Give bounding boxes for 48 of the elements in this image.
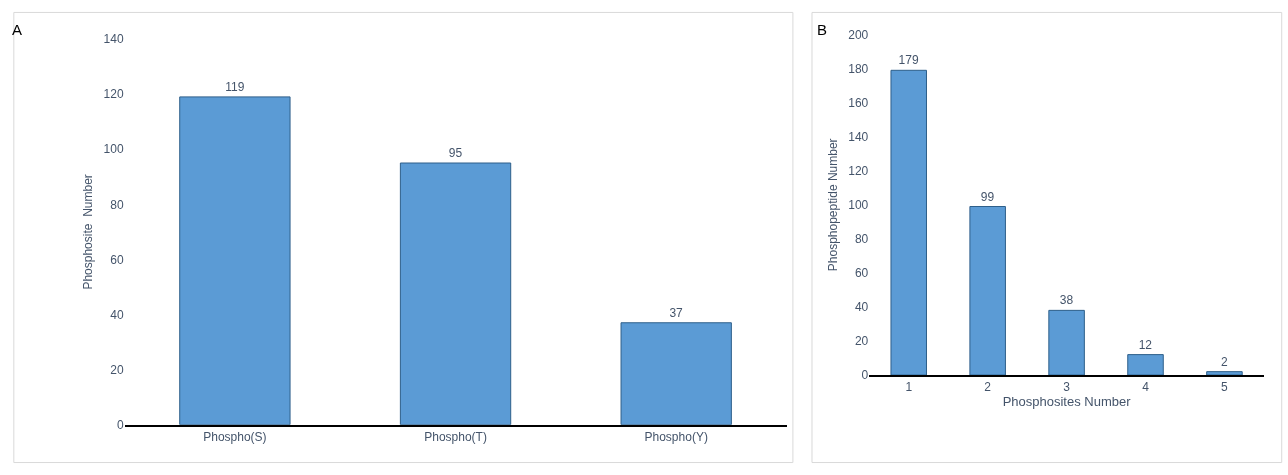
bar (179, 96, 291, 425)
chart-title: B (817, 21, 828, 38)
x-tick-label: 5 (1221, 380, 1229, 395)
x-tick-label: 4 (1142, 380, 1150, 395)
bar (1206, 371, 1243, 376)
y-tick-label: 80 (854, 232, 869, 247)
y-tick-label: 140 (848, 129, 869, 144)
y-axis-title: Phosphosite Number (80, 174, 95, 290)
y-tick-label: 160 (848, 95, 869, 110)
y-tick-label: 0 (861, 368, 869, 383)
y-tick-label: 100 (103, 142, 124, 157)
y-tick-label: 180 (848, 61, 869, 76)
y-tick-label: 0 (116, 417, 124, 432)
data-label: 2 (1220, 354, 1228, 369)
y-axis-title: Phosphopeptide Number (825, 138, 840, 272)
y-tick-label: 20 (110, 362, 124, 377)
data-label: 12 (1138, 337, 1153, 352)
y-tick-label: 140 (103, 32, 124, 47)
bar (969, 206, 1006, 376)
data-label: 37 (669, 305, 684, 320)
y-tick-label: 20 (854, 334, 869, 349)
bar (399, 162, 512, 425)
bar (620, 322, 732, 425)
data-label: 119 (225, 79, 245, 94)
data-label: 95 (448, 146, 463, 160)
y-tick-label: 60 (854, 266, 869, 281)
x-axis-title: Phosphosites Number (1002, 394, 1132, 410)
bar (1048, 309, 1085, 376)
data-label: 179 (898, 53, 919, 68)
data-label: 99 (980, 189, 995, 204)
x-tick-label: Phospho(Y) (644, 429, 708, 444)
bar (1127, 354, 1164, 376)
x-tick-label: Phospho(T) (424, 429, 487, 444)
bar (890, 69, 927, 376)
x-tick-label: Phospho(S) (203, 429, 267, 444)
y-tick-label: 40 (110, 307, 124, 322)
x-tick-label: 1 (905, 380, 913, 395)
y-tick-label: 60 (110, 252, 124, 267)
x-tick-label: 3 (1063, 380, 1071, 395)
y-tick-label: 100 (848, 198, 869, 212)
y-tick-label: 120 (103, 87, 124, 102)
y-tick-label: 80 (110, 197, 124, 212)
y-tick-label: 120 (848, 163, 869, 178)
data-label: 38 (1059, 293, 1074, 308)
y-tick-label: 200 (848, 27, 869, 42)
x-tick-label: 2 (984, 380, 992, 395)
chart-title: A (12, 21, 23, 38)
y-tick-label: 40 (854, 300, 869, 315)
